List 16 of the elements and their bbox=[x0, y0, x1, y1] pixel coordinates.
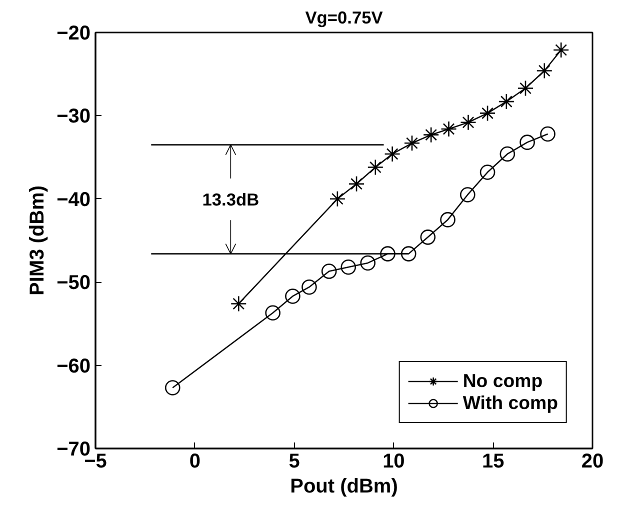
x-axis-title: Pout (dBm) bbox=[290, 476, 398, 498]
x-tick-label: 5 bbox=[288, 450, 300, 472]
legend-label: With comp bbox=[462, 392, 558, 414]
legend-label: No comp bbox=[462, 370, 543, 392]
x-tick-label: 0 bbox=[189, 450, 200, 472]
y-tick-label: −40 bbox=[56, 188, 91, 211]
chart-title: Vg=0.75V bbox=[305, 8, 384, 28]
x-tick-label: 20 bbox=[581, 450, 604, 472]
y-tick-label: −50 bbox=[56, 272, 91, 294]
annotation: 13.3dB bbox=[202, 189, 260, 210]
y-tick-label: −20 bbox=[56, 22, 91, 44]
x-tick-label: 10 bbox=[382, 450, 405, 472]
y-tick-label: −60 bbox=[56, 355, 91, 378]
x-tick-label: 15 bbox=[482, 450, 504, 472]
y-axis-title: PIM3 (dBm) bbox=[26, 186, 49, 296]
y-tick-label: −30 bbox=[56, 106, 91, 128]
